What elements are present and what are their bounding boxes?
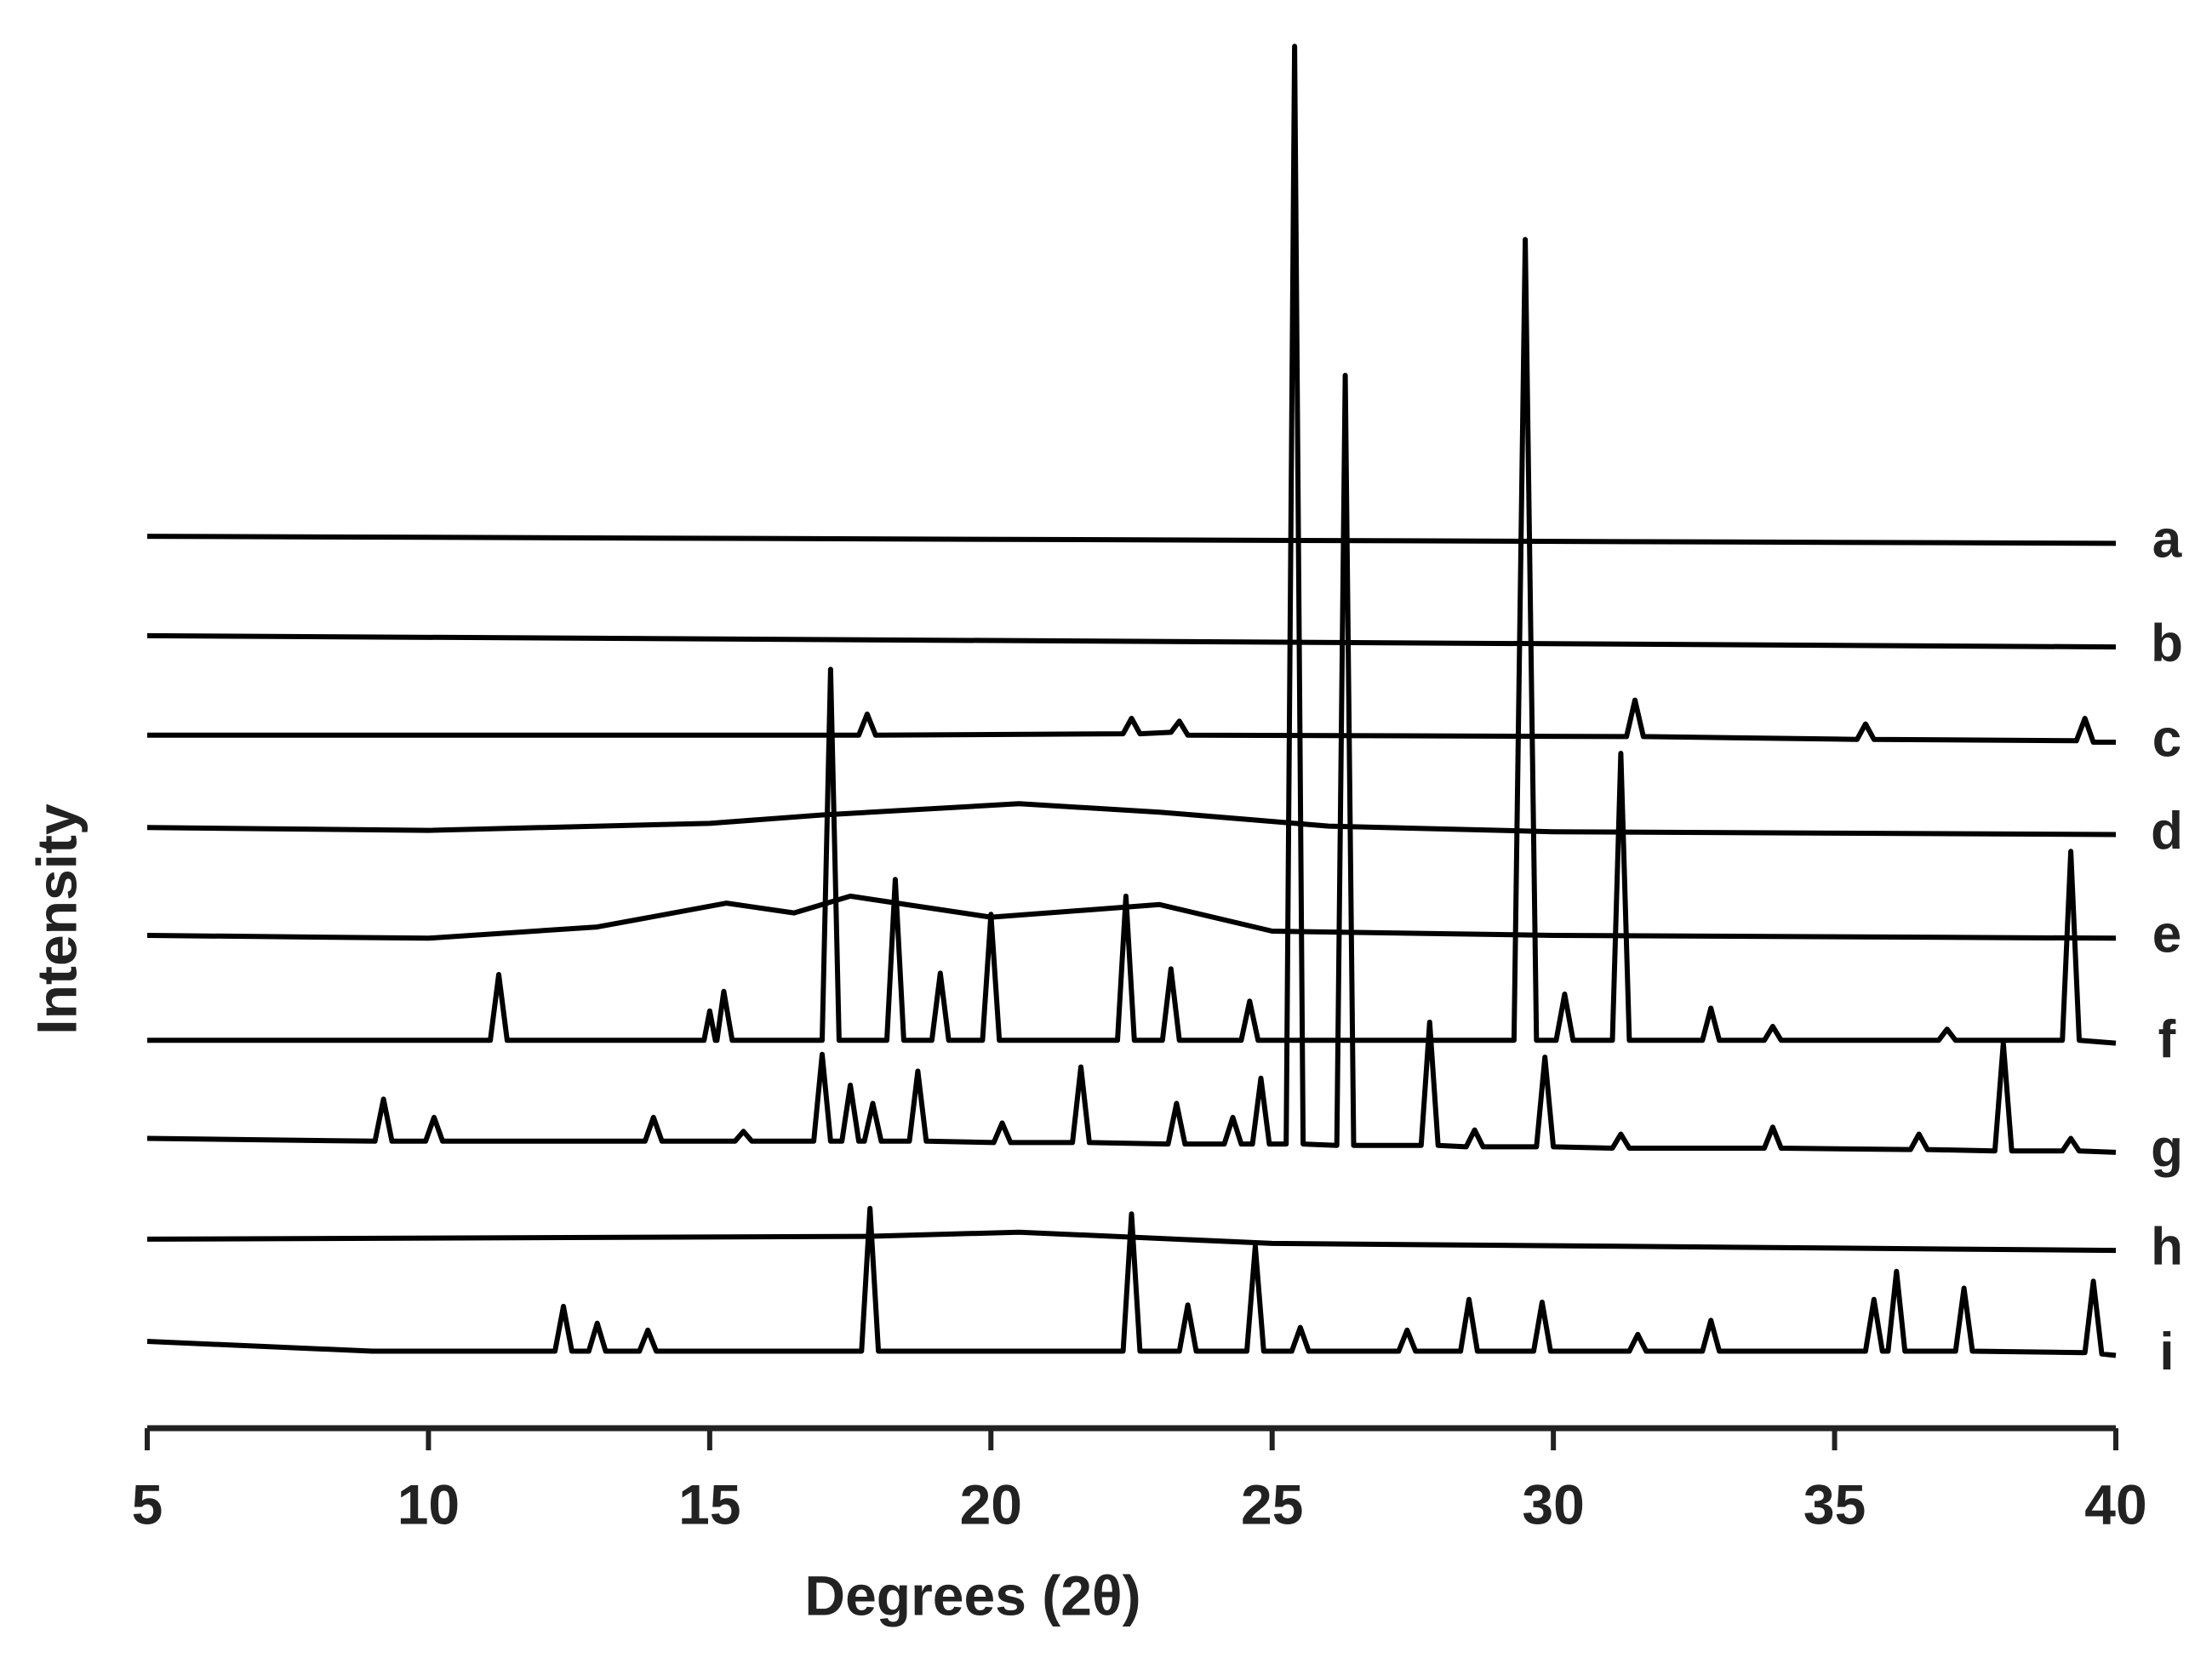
series-line xyxy=(146,632,2117,650)
series-line xyxy=(147,237,2117,1046)
series-line xyxy=(146,893,2117,941)
x-tick-label: 15 xyxy=(678,1472,740,1535)
x-tick-label: 20 xyxy=(960,1472,1022,1535)
series-label: d xyxy=(2151,802,2183,860)
series-line xyxy=(146,1205,2117,1358)
series-label: b xyxy=(2151,614,2183,672)
series-line xyxy=(146,43,2117,1155)
x-tick-label: 30 xyxy=(1522,1472,1584,1535)
series-label: i xyxy=(2159,1323,2174,1381)
series-line xyxy=(146,801,2117,838)
x-tick-label: 25 xyxy=(1241,1472,1303,1535)
series-label: f xyxy=(2158,1010,2176,1069)
series-label: a xyxy=(2152,511,2182,569)
series-line xyxy=(147,697,2116,745)
series-line xyxy=(146,1229,2117,1254)
y-axis-title: Intensity xyxy=(25,803,88,1035)
series-label: h xyxy=(2151,1217,2183,1276)
series-line xyxy=(146,534,2117,546)
x-tick-label: 5 xyxy=(132,1472,163,1535)
x-axis-title: Degrees (2θ) xyxy=(804,1564,1140,1627)
x-tick-label: 10 xyxy=(397,1472,460,1535)
series-label: g xyxy=(2151,1119,2183,1178)
series-label: c xyxy=(2152,709,2181,768)
series-label: e xyxy=(2152,906,2181,964)
x-tick-label: 40 xyxy=(2084,1472,2146,1535)
x-tick-label: 35 xyxy=(1803,1472,1866,1535)
